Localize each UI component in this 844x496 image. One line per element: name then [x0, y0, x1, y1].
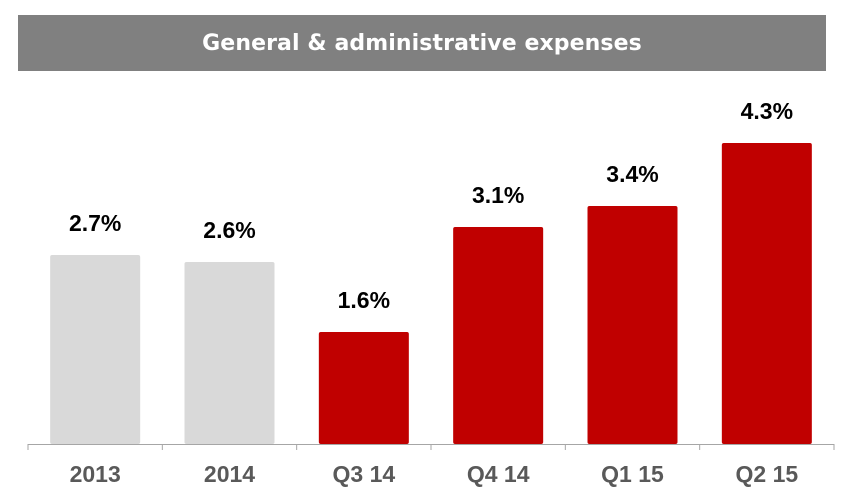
- value-label: 2.6%: [203, 217, 255, 243]
- chart-title: General & administrative expenses: [202, 30, 642, 56]
- category-label: 2013: [70, 461, 121, 487]
- value-label: 3.1%: [472, 182, 524, 208]
- bar-q3-14: [318, 332, 409, 444]
- bar-2014: [184, 262, 275, 444]
- category-labels-group: 2013 2014 Q3 14 Q4 14 Q1 15 Q2 15: [70, 461, 799, 487]
- chart-title-band: General & administrative expenses: [18, 15, 826, 71]
- bars-group: [50, 143, 812, 444]
- bar-q2-15: [721, 143, 812, 444]
- category-label: 2014: [204, 461, 255, 487]
- bar-q4-14: [453, 227, 544, 444]
- value-label: 1.6%: [338, 287, 390, 313]
- category-label: Q2 15: [736, 461, 799, 487]
- x-axis-ticks-group: [27, 444, 835, 450]
- value-labels-group: 2.7% 2.6% 1.6% 3.1% 3.4% 4.3%: [69, 98, 793, 313]
- value-label: 4.3%: [741, 98, 793, 124]
- value-label: 2.7%: [69, 210, 121, 236]
- category-label: Q1 15: [601, 461, 664, 487]
- value-label: 3.4%: [606, 161, 658, 187]
- bar-q1-15: [587, 206, 678, 444]
- category-label: Q4 14: [467, 461, 530, 487]
- category-label: Q3 14: [333, 461, 396, 487]
- bar-2013: [50, 255, 141, 444]
